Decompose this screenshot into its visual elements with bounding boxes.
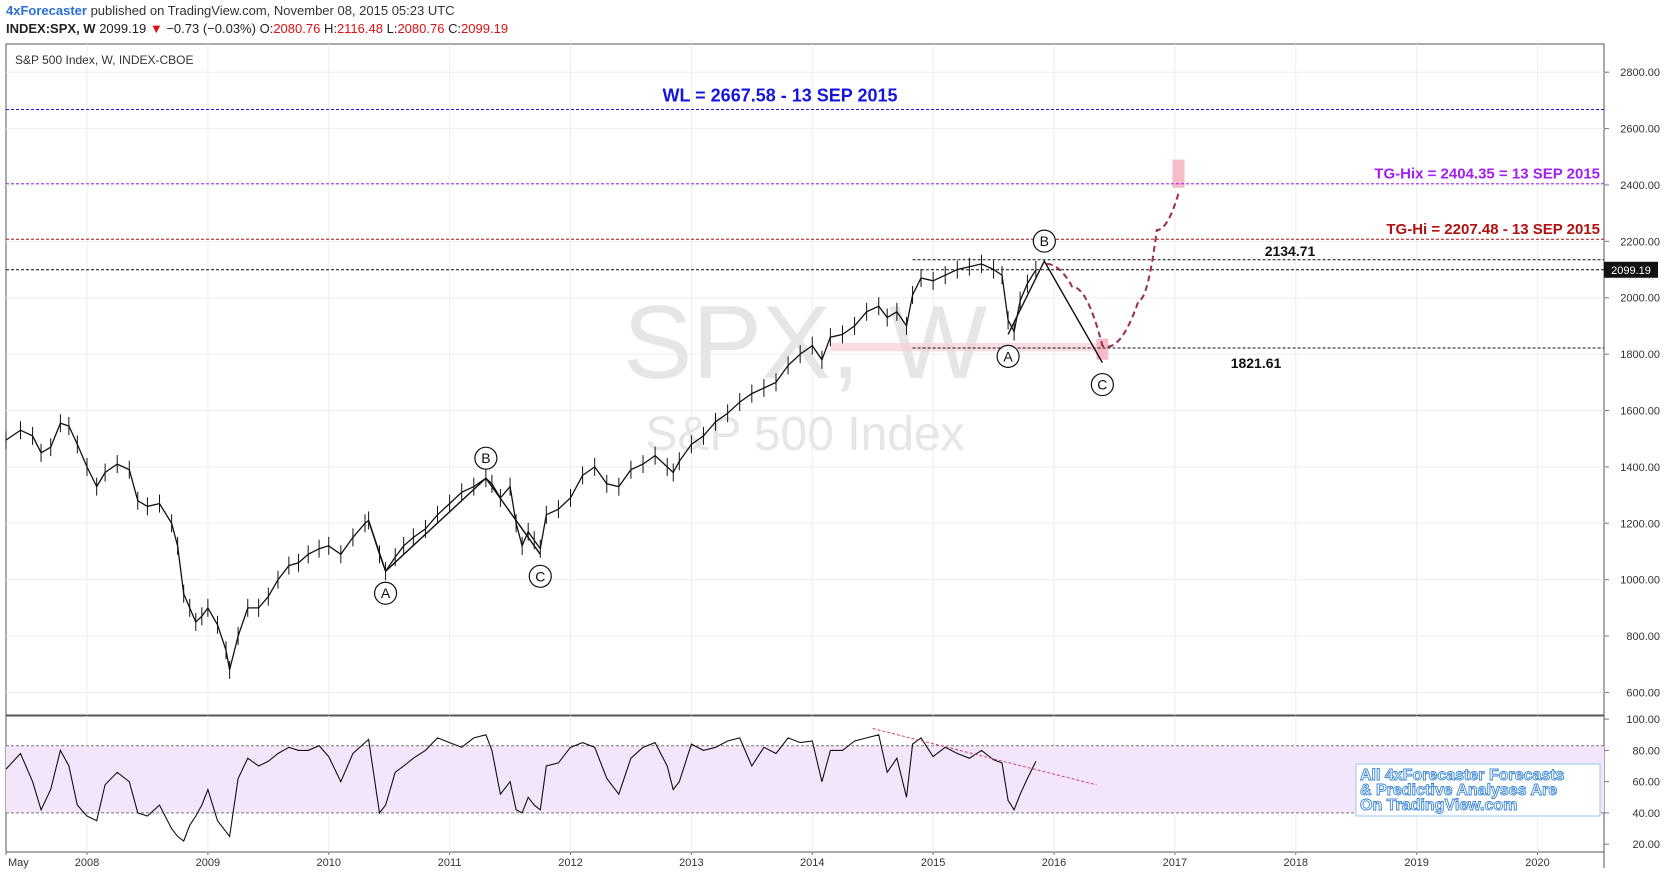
time-tick-label: May (8, 857, 29, 869)
wave-letter: B (1040, 233, 1049, 249)
time-tick-label: 2014 (800, 857, 824, 869)
time-tick-label: 2011 (438, 857, 462, 869)
rsi-line (5, 734, 1037, 842)
level-label: WL = 2667.58 - 13 SEP 2015 (663, 86, 898, 106)
ohlc-legend: INDEX:SPX, W 2099.19 ▼ −0.73 (−0.03%) O:… (6, 21, 508, 36)
price-bars (5, 254, 1037, 679)
rsi-trendline (872, 728, 1097, 786)
wave-circle (474, 446, 498, 470)
watermark-name: S&P 500 Index (645, 408, 964, 461)
projection-path (1046, 193, 1180, 348)
rsi-tick-label: 100.00 (1626, 714, 1660, 726)
wave-circle (373, 581, 398, 605)
high-value: 2116.48 (336, 21, 383, 36)
wave-letter: A (381, 585, 391, 601)
price-tick-label: 2400.00 (1620, 180, 1660, 192)
wave-path (1007, 259, 1104, 363)
price-pane-frame (5, 43, 1605, 716)
time-tick-label: 2017 (1163, 857, 1187, 869)
wave-label-c: C (528, 564, 552, 588)
publish-text: published on TradingView.com, November 0… (90, 3, 455, 18)
price-tick-label: 2000.00 (1620, 293, 1660, 305)
wave-letter: B (481, 450, 490, 466)
rsi-tick-label: 60.00 (1632, 777, 1660, 789)
rsi-band (6, 745, 1604, 813)
high-label: H: (323, 21, 337, 36)
author-link[interactable]: 4xForecaster (6, 3, 87, 18)
wave-circle (528, 564, 552, 588)
open-label: O: (259, 21, 274, 36)
symbol-label[interactable]: INDEX:SPX, W (6, 21, 96, 36)
last-price: 2099.19 (99, 21, 147, 36)
down-arrow-icon: ▼ (149, 21, 163, 36)
note-box (1355, 763, 1601, 817)
level-label: 2134.71 (1265, 243, 1316, 259)
rsi-tick-label: 80.00 (1632, 745, 1660, 757)
price-tick-label: 1400.00 (1620, 462, 1660, 474)
wave-label-b: B (1032, 229, 1056, 253)
wave-letter: A (1003, 348, 1013, 364)
price-tick-label: 1800.00 (1620, 349, 1660, 361)
target-box (1172, 159, 1185, 188)
level-label: 1821.61 (1231, 355, 1282, 371)
price-tick-label: 800.00 (1626, 631, 1660, 643)
price-change: −0.73 (−0.03%) (166, 21, 256, 36)
wave-label-a: A (996, 344, 1020, 368)
target-box (1096, 338, 1109, 360)
note-line: All 4xForecaster Forecasts (1360, 767, 1565, 784)
time-tick-label: 2015 (921, 857, 945, 869)
wave-circle (1090, 372, 1114, 397)
low-value: 2080.76 (397, 21, 445, 36)
low-label: L: (386, 21, 398, 36)
price-grid (6, 71, 1609, 693)
time-tick-label: 2008 (75, 857, 99, 869)
forecaster-note: All 4xForecaster Forecasts& Predictive A… (1355, 763, 1601, 817)
time-tick-label: 2019 (1404, 857, 1428, 869)
wave-circle (996, 344, 1020, 368)
price-tick-label: 1000.00 (1620, 575, 1660, 587)
price-tick-label: 2800.00 (1620, 67, 1660, 79)
time-tick-label: 2010 (317, 857, 341, 869)
time-tick-label: 2018 (1284, 857, 1308, 869)
note-line: On TradingView.com (1360, 797, 1517, 814)
level-label: TG-Hix = 2404.35 = 13 SEP 2015 (1374, 166, 1600, 183)
price-tick-label: 1200.00 (1620, 518, 1660, 530)
support-zone (830, 342, 1103, 352)
price-series-line (5, 263, 1037, 671)
time-tick-label: 2020 (1525, 857, 1549, 869)
price-tick-label: 1600.00 (1620, 406, 1660, 418)
price-tick-label: 600.00 (1626, 687, 1660, 699)
open-value: 2080.76 (273, 21, 321, 36)
wave-path (367, 477, 541, 573)
rsi-tick-label: 40.00 (1632, 808, 1660, 820)
note-line: & Predictive Analyses Are (1360, 782, 1557, 799)
price-tick-label: 2200.00 (1620, 236, 1660, 248)
time-tick-label: 2012 (558, 857, 582, 869)
wave-letter: C (535, 568, 545, 584)
wave-letter: C (1097, 377, 1107, 393)
wave-label-c: C (1090, 372, 1114, 397)
price-tick-label: 2600.00 (1620, 124, 1660, 136)
close-label: C: (448, 21, 462, 36)
rsi-tick-label: 20.00 (1632, 839, 1660, 851)
wave-label-a: A (373, 581, 398, 605)
chart-title: S&P 500 Index, W, INDEX-CBOE (15, 53, 194, 67)
level-label: TG-Hi = 2207.48 - 13 SEP 2015 (1386, 221, 1600, 238)
close-value: 2099.19 (461, 21, 509, 36)
wave-label-b: B (474, 446, 498, 470)
time-tick-label: 2009 (196, 857, 220, 869)
wave-circle (1032, 229, 1056, 253)
publish-info: 4xForecaster published on TradingView.co… (6, 3, 455, 18)
last-price-label: 2099.19 (1611, 265, 1651, 277)
time-tick-label: 2013 (679, 857, 703, 869)
last-price-tag (1604, 261, 1658, 278)
time-tick-label: 2016 (1042, 857, 1066, 869)
